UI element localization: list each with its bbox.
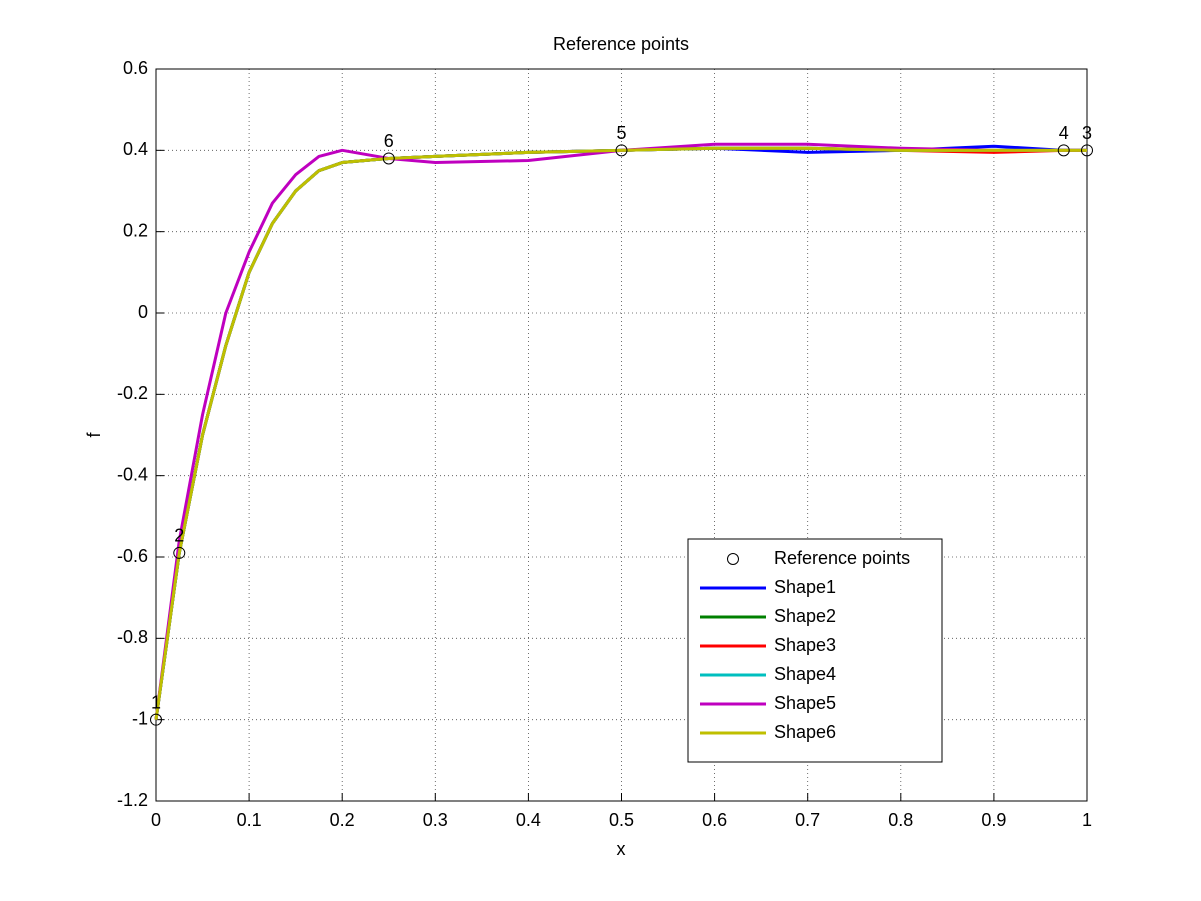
legend-label: Shape6 (774, 722, 836, 742)
point-label: 2 (174, 526, 184, 546)
x-tick-label: 0.7 (795, 810, 820, 830)
y-tick-label: -0.8 (117, 627, 148, 647)
x-tick-label: 0.9 (981, 810, 1006, 830)
y-tick-label: -0.4 (117, 464, 148, 484)
plot-frame (155, 68, 1088, 802)
y-tick-label: 0.2 (123, 220, 148, 240)
x-tick-label: 0.5 (609, 810, 634, 830)
x-tick-label: 0.1 (237, 810, 262, 830)
legend-box (687, 538, 943, 763)
legend-label: Shape3 (774, 635, 836, 655)
x-tick-label: 0.4 (516, 810, 541, 830)
reference-point (382, 152, 395, 165)
y-tick-label: 0.6 (123, 58, 148, 78)
y-tick-label: -0.2 (117, 383, 148, 403)
x-tick-label: 0.8 (888, 810, 913, 830)
reference-point (615, 144, 628, 157)
point-label: 6 (384, 131, 394, 151)
series-line (154, 146, 1087, 720)
legend-label: Shape2 (774, 606, 836, 626)
point-label: 4 (1059, 123, 1069, 143)
y-tick-label: -0.6 (117, 546, 148, 566)
reference-point (150, 713, 162, 726)
point-label: 1 (151, 692, 161, 712)
point-label: 3 (1082, 123, 1092, 143)
reference-point (1081, 144, 1093, 157)
legend-label: Shape1 (774, 577, 836, 597)
x-axis-label: x (617, 839, 626, 859)
legend-label: Shape5 (774, 693, 836, 713)
x-tick-label: 0.2 (330, 810, 355, 830)
y-tick-label: -1.2 (117, 790, 148, 810)
y-axis-label: f (84, 432, 104, 438)
point-label: 5 (616, 123, 626, 143)
reference-point (1057, 144, 1070, 157)
y-tick-label: -1 (132, 708, 148, 728)
x-tick-label: 0.6 (702, 810, 727, 830)
x-tick-label: 1 (1082, 810, 1092, 830)
legend-label: Shape4 (774, 664, 836, 684)
y-tick-label: 0.4 (123, 139, 148, 159)
chart-title: Reference points (553, 34, 689, 54)
x-tick-label: 0 (151, 810, 161, 830)
x-tick-label: 0.3 (423, 810, 448, 830)
y-tick-label: 0 (138, 302, 148, 322)
reference-point (173, 546, 186, 559)
legend-marker (727, 553, 739, 565)
legend-label: Reference points (774, 548, 910, 568)
